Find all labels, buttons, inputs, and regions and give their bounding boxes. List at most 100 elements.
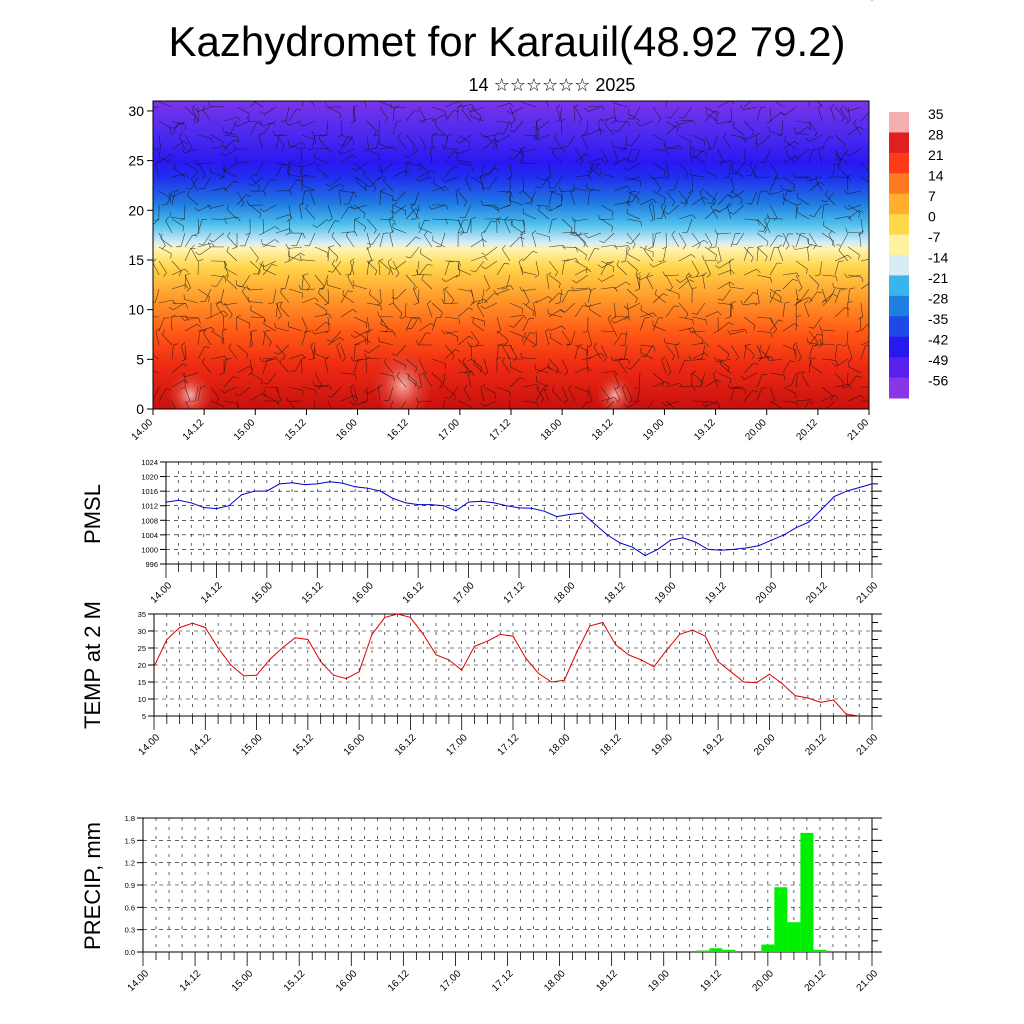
wind-barb-feather (805, 176, 809, 181)
data-point (538, 672, 540, 675)
wind-barb (834, 287, 849, 290)
wind-barb (392, 170, 406, 178)
wind-barb-feather (678, 116, 684, 119)
wind-barb (433, 182, 446, 192)
wind-barb-feather (193, 116, 196, 122)
wind-barb-feather (807, 244, 812, 248)
wind-barb-feather (628, 118, 634, 120)
wind-barb-feather (634, 386, 640, 389)
wind-barb-feather (443, 286, 449, 290)
wind-barb-feather (347, 272, 352, 277)
wind-barb-feather (805, 138, 810, 142)
wind-barb-feather (809, 399, 813, 405)
wind-barb-feather (353, 395, 358, 400)
data-point (435, 654, 437, 656)
wind-barb-feather (810, 357, 816, 360)
wind-barb-feather (552, 148, 555, 154)
wind-barb-feather (388, 270, 391, 276)
wind-barb (574, 187, 589, 192)
wind-barb-feather (675, 342, 680, 346)
wind-barb-feather (729, 281, 735, 286)
wind-barb-feather (859, 126, 864, 130)
wind-barb (255, 162, 264, 176)
wind-barb-feather (765, 256, 768, 262)
wind-barb-feather (789, 360, 795, 362)
wind-barb (821, 293, 833, 304)
wind-barb (353, 400, 368, 406)
wind-barb-feather (331, 231, 335, 237)
wind-barb-feather (849, 287, 855, 290)
wind-barb-field (153, 101, 869, 418)
wind-barb-feather (469, 302, 475, 306)
wind-barb (661, 359, 667, 374)
wind-barb-feather (610, 356, 614, 361)
wind-barb-feather (153, 302, 156, 304)
wind-barb (314, 158, 329, 164)
wind-barb-feather (830, 104, 835, 108)
wind-barb-feather (689, 146, 695, 150)
wind-barb-feather (328, 385, 332, 390)
wind-barb (444, 316, 459, 320)
wind-barb-feather (776, 134, 782, 137)
wind-barb-feather (662, 402, 667, 407)
wind-barb-feather (447, 134, 453, 136)
wind-barb-feather (298, 284, 302, 290)
wind-barb (470, 255, 485, 262)
wind-barb (828, 234, 836, 248)
wind-barb-feather (285, 243, 289, 249)
wind-barb (462, 361, 472, 374)
wind-barb-feather (699, 188, 704, 193)
colorbar-swatch (889, 132, 909, 154)
wind-barb (327, 288, 330, 303)
wind-barb (223, 359, 227, 374)
wind-barb (717, 281, 731, 290)
wind-barb (275, 214, 290, 220)
wind-barb (418, 372, 422, 387)
wind-barb (262, 386, 277, 388)
wind-barb (223, 139, 235, 150)
wind-barb (756, 247, 759, 262)
x-tick-label: 14.00 (137, 732, 163, 758)
x-tick-label: 14.00 (149, 580, 175, 606)
y-tick-label: 20 (128, 202, 144, 218)
wind-barb (860, 323, 869, 332)
wind-barb (464, 204, 472, 218)
wind-barb-feather (454, 149, 459, 155)
wind-barb-feather (844, 152, 850, 157)
wind-barb-feather (185, 188, 192, 190)
wind-barb (405, 134, 416, 146)
wind-barb (299, 205, 303, 220)
wind-barb-feather (174, 414, 177, 418)
wind-barb-feather (616, 260, 620, 266)
wind-barb (634, 148, 641, 162)
wind-barb (405, 274, 416, 286)
wind-barb (184, 372, 199, 378)
wind-barb-feather (818, 104, 823, 108)
wind-barb-feather (457, 101, 462, 106)
wind-barb (323, 274, 329, 289)
wind-barb (262, 226, 276, 234)
wind-barb (252, 101, 264, 108)
wind-barb (665, 344, 675, 357)
wind-barb (496, 218, 511, 221)
wind-barb (461, 110, 472, 122)
wind-barb-feather (653, 312, 657, 317)
wind-barb-feather (649, 173, 653, 179)
wind-barb-feather (740, 300, 744, 306)
wind-barb-feather (350, 120, 356, 124)
wind-barb-feather (521, 266, 523, 272)
wind-barb (561, 190, 563, 206)
wind-barb (496, 285, 511, 290)
wind-barb-feather (661, 356, 666, 360)
wind-barb (743, 120, 755, 132)
wind-barb (743, 106, 758, 110)
wind-barb (340, 372, 355, 375)
data-point (568, 513, 571, 516)
wind-barb (405, 316, 420, 319)
wind-barb (834, 254, 848, 262)
wind-barb (444, 218, 459, 221)
wind-barb-feather (393, 331, 396, 337)
wind-barb (509, 400, 511, 409)
wind-barb (782, 386, 796, 394)
wind-barb (172, 302, 186, 311)
